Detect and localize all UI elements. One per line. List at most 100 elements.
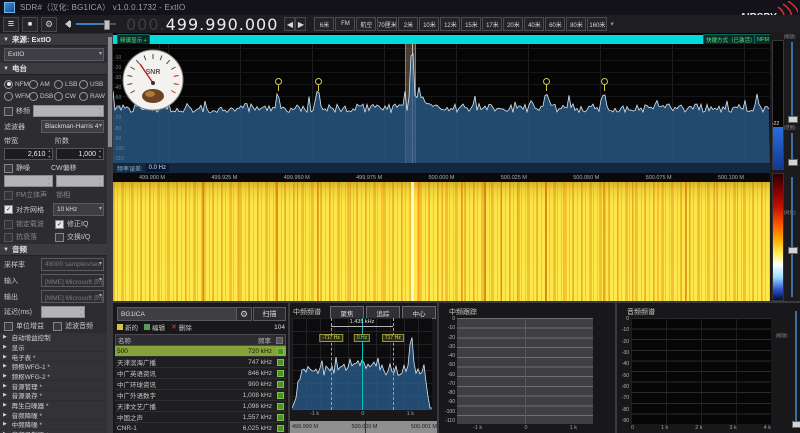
filter-audio-checkbox[interactable] [53,321,62,331]
settings-button[interactable]: ⚙ [41,16,57,32]
mode-radio-dsb[interactable]: DSB [29,90,54,102]
speaker-icon[interactable] [61,20,70,28]
section-source[interactable]: ▼ 来源: ExtIO [0,34,107,46]
unity-gain-checkbox[interactable] [4,321,13,331]
sidebar-panel[interactable]: ▶ 再生白噪器 * [0,400,107,410]
mode-radio-cw[interactable]: CW [54,90,79,102]
samplerate-select[interactable]: 48000 samples/sec ▾ [41,258,104,271]
filter-edge-right[interactable] [392,318,394,410]
band-button[interactable]: 20米 [503,17,524,31]
frequency-column-header[interactable]: 频率 [258,338,271,345]
band-button[interactable]: 6米 [314,17,335,31]
table-row[interactable]: 中国之声 1,557 kHz [115,412,286,423]
audio-plot[interactable] [631,318,771,424]
row-check[interactable] [274,413,286,421]
band-button[interactable]: 航空 [356,17,377,31]
signal-marker[interactable] [274,78,282,91]
row-check[interactable] [274,358,286,366]
new-entry-button[interactable]: 新的 [117,322,138,332]
sidebar-panel[interactable]: ▶ 中频降噪 * [0,419,107,429]
anti-fading-checkbox[interactable] [4,232,13,242]
audio-zoom-slider[interactable] [795,311,797,425]
spinner-icon[interactable]: ▴ ▾ [98,175,101,186]
signal-marker[interactable] [600,78,608,91]
squelch-input[interactable]: ▴ ▾ [4,175,53,187]
mode-radio-nfm[interactable]: NFM [4,78,29,90]
volume-slider[interactable] [76,20,116,30]
table-row[interactable]: 500 720 kHz [115,346,286,357]
step-down-button[interactable]: ◀ [284,17,296,31]
fm-stereo-checkbox[interactable] [4,190,13,200]
section-radio[interactable]: ▼ 电台 [0,63,107,75]
toolbar-overflow-icon[interactable]: ▾ [610,21,614,28]
spinner-icon[interactable]: ▴ ▾ [98,148,101,159]
row-check[interactable] [274,347,286,355]
sidebar-panel[interactable]: ▶ 音频录制器 * [0,429,107,433]
swap-iq-checkbox[interactable] [55,232,64,242]
table-row[interactable]: CNR-1 6,025 kHz [115,423,286,433]
range-slider-handle[interactable] [788,159,798,166]
sidebar-scrollbar[interactable] [107,33,113,433]
band-button[interactable]: 15米 [461,17,482,31]
audio-input-select[interactable]: [MME] Microsoft 声音...▾ [41,274,104,287]
table-row[interactable]: 中广英语资讯 846 kHz [115,368,286,379]
cw-shift-input[interactable]: ▴ ▾ [55,175,104,187]
spinner-icon[interactable]: ▴ ▾ [79,306,82,317]
row-check[interactable] [274,424,286,432]
band-button[interactable]: FM [335,17,356,31]
filter-select[interactable]: Blackman-Harris 4 ▾ [41,120,104,133]
stop-button[interactable]: ■ [22,16,38,32]
row-check[interactable] [274,369,286,377]
delete-entry-button[interactable]: ✕ 删除 [171,324,192,332]
shift-checkbox[interactable] [4,106,13,116]
contrast-slider[interactable] [791,177,793,297]
mode-radio-usb[interactable]: USB [79,78,104,90]
band-button[interactable]: 12米 [440,17,461,31]
contrast-slider-handle[interactable] [788,247,798,254]
band-button[interactable]: 40米 [524,17,545,31]
spinner-icon[interactable]: ▴ ▾ [47,175,50,186]
band-button[interactable]: 10米 [419,17,440,31]
if-spectrum-plot[interactable]: 1.435 kHz -717 Hz 0 Hz 717 Hz [292,318,432,410]
waterfall-display[interactable] [113,182,770,301]
snap-step-select[interactable]: 10 kHz ▾ [53,203,104,216]
mode-radio-lsb[interactable]: LSB [54,78,79,90]
spectrum-display[interactable]: 频谱显示 + 快捷方式（已激活） NFM -10 -20 -30 -40 -50 -60-… [113,33,772,172]
row-check[interactable] [274,380,286,388]
sidebar-panel[interactable]: ▶ 频枢WFG-1 * [0,361,107,371]
name-column-header[interactable]: 名称 [118,338,131,345]
band-button[interactable]: 160米 [587,17,608,31]
signal-marker[interactable] [542,78,550,91]
group-select[interactable]: BG1ICA▾ [117,307,247,321]
audio-zoom-slider-handle[interactable] [792,421,800,428]
bandwidth-input[interactable]: 2,610 ▴ ▾ [4,148,54,160]
mode-radio-am[interactable]: AM [29,78,54,90]
latency-input[interactable]: ▴ ▾ [41,306,85,318]
source-select[interactable]: ExtIO ▾ [4,48,104,61]
band-button[interactable]: 60米 [545,17,566,31]
spinner-icon[interactable]: ▴ ▾ [48,148,51,159]
spectrum-plot[interactable]: -10-20-30-40-50-60-70-80-90-100-110-120 [113,44,770,172]
step-up-button[interactable]: ▶ [295,17,307,31]
table-row[interactable]: 天津滨海广播 747 kHz [115,357,286,368]
track-plot[interactable] [457,318,593,424]
row-check[interactable] [274,391,286,399]
sidebar-panel[interactable]: ▶ 显示 [0,342,107,352]
range-slider[interactable] [791,133,793,163]
order-input[interactable]: 1,000 ▴ ▾ [56,148,104,160]
sidebar-panel[interactable]: ▶ 音源录存 * [0,390,107,400]
row-check[interactable] [274,402,286,410]
frequency-display[interactable]: 000. 499.990.000 [126,15,278,34]
table-row[interactable]: 天津文艺广播 1,098 kHz [115,401,286,412]
edit-entry-button[interactable]: 编辑 [144,322,165,332]
scrollbar-thumb[interactable] [108,37,112,147]
snap-checkbox[interactable]: ✓ [4,205,13,214]
sidebar-panel[interactable]: ▶ 音源管理 * [0,381,107,391]
table-row[interactable]: 中广外语数字 1,008 kHz [115,390,286,401]
zoom-slider[interactable] [791,42,793,120]
mode-radio-wfm[interactable]: WFM [4,90,31,102]
sidebar-panel[interactable]: ▶ 音频降噪 * [0,410,107,420]
band-button[interactable]: 80米 [566,17,587,31]
section-audio[interactable]: ▼ 音频 [0,244,107,256]
lock-carrier-checkbox[interactable] [4,219,13,229]
